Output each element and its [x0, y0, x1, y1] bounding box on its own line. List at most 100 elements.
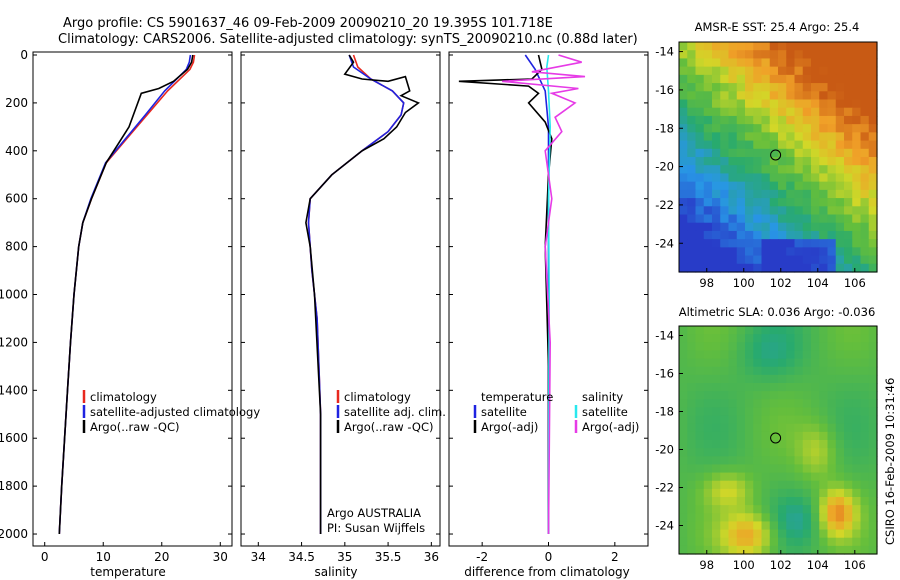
sst_map-cell — [868, 58, 878, 68]
sla_map-cell — [860, 488, 870, 498]
sst_map-cell — [835, 247, 845, 257]
sla_map-cell — [827, 399, 837, 409]
sst_map-cell — [868, 214, 878, 224]
sst_map-cell — [778, 83, 787, 92]
sst_map-cell — [827, 50, 837, 60]
sst_map-cell — [695, 148, 705, 158]
sst_map-cell — [844, 214, 853, 224]
sst_map-cell — [679, 255, 688, 265]
sst_map-cell — [736, 230, 746, 240]
sla_map-cell — [753, 497, 763, 506]
sst_map-cell — [852, 222, 862, 232]
sla_map-cell — [687, 497, 697, 506]
sla_map-cell — [736, 545, 746, 555]
sla_map-cell — [819, 440, 829, 449]
sla_map-cell — [753, 464, 763, 474]
sst_map-cell — [695, 255, 705, 265]
sla_map-cell — [778, 488, 787, 498]
sla_map-cell — [761, 366, 771, 376]
sla_map-cell — [819, 521, 829, 531]
sla_map-cell — [786, 464, 796, 474]
sst_map-cell — [827, 173, 837, 183]
sla_map-cell — [811, 334, 820, 343]
sst_map-cell — [811, 247, 820, 257]
sst_map-cell — [728, 214, 738, 224]
legend-title-salinity: salinity — [582, 390, 623, 404]
sst_map-cell — [769, 50, 779, 60]
sst_map-cell — [811, 91, 820, 101]
sst_map-cell — [736, 58, 746, 68]
sla_map-cell — [852, 448, 862, 457]
sla_map-cell — [745, 391, 754, 400]
sst_map-cell — [868, 189, 878, 199]
sla_map-cell — [712, 350, 721, 360]
sla_map-cell — [703, 326, 713, 335]
sst_map-cell — [860, 115, 870, 125]
sst_map-xtick-label: 98 — [699, 276, 714, 290]
sst_map-cell — [860, 66, 870, 76]
sst_map-cell — [687, 206, 697, 216]
sst_map-cell — [712, 74, 721, 84]
sst_map-cell — [679, 107, 688, 117]
sst_map-cell — [835, 42, 845, 51]
sla_map-cell — [852, 366, 862, 376]
sst_map-cell — [819, 198, 829, 207]
sla-x-ticks: 98 100 102 104 106 — [699, 550, 866, 572]
sla_map-cell — [761, 423, 771, 433]
sst_map-cell — [753, 230, 763, 240]
sla_map-cell — [728, 545, 738, 555]
sla_map-cell — [728, 472, 738, 482]
sla_map-cell — [728, 537, 738, 547]
sla_map-cell — [802, 431, 812, 441]
sst_map-cell — [811, 230, 820, 240]
sst_map-cell — [736, 239, 746, 248]
sla_map-cell — [827, 537, 837, 547]
sla_map-cell — [736, 391, 746, 400]
sst_map-cell — [811, 206, 820, 216]
legend-label-climatology: climatology — [344, 390, 411, 404]
sst_map-cell — [761, 165, 771, 175]
sst_map-ytick-label: -24 — [655, 236, 674, 250]
sst_map-cell — [695, 165, 705, 175]
sst_map-cell — [794, 132, 804, 142]
sst_map-cell — [679, 50, 688, 60]
sla_map-cell — [819, 326, 829, 335]
sla_map-cell — [745, 423, 754, 433]
sla_map-cell — [712, 326, 721, 335]
sst_map-cell — [736, 181, 746, 191]
sla_map-cell — [695, 326, 705, 335]
sla_map-cell — [736, 326, 746, 335]
sst_map-cell — [868, 181, 878, 191]
sla_map-cell — [835, 497, 845, 506]
sla_map-cell — [736, 513, 746, 523]
sst_map-cell — [811, 83, 820, 92]
sla_map-cell — [844, 342, 853, 352]
sst_map-cell — [720, 165, 730, 175]
sla_map-cell — [687, 423, 697, 433]
sst_map-cell — [679, 247, 688, 257]
sst_map-cell — [720, 181, 730, 191]
sla_map-cell — [794, 399, 804, 409]
sst_map-cell — [827, 74, 837, 84]
sst_map-cell — [695, 66, 705, 76]
sla_map-cell — [811, 415, 820, 425]
sla_map-cell — [687, 505, 697, 514]
sst_map-cell — [827, 198, 837, 207]
sla_map-cell — [868, 374, 878, 384]
sla_map-cell — [745, 326, 754, 335]
sst_map-cell — [703, 107, 713, 117]
sla_map-cell — [769, 423, 779, 433]
sst_map-cell — [728, 91, 738, 101]
sst_map-cell — [687, 148, 697, 158]
sst_map-cell — [687, 99, 697, 109]
sst_map-cell — [852, 247, 862, 257]
sla_map-cell — [852, 521, 862, 531]
salinity-series — [305, 54, 421, 534]
sla_map-cell — [703, 497, 713, 506]
sla_map-cell — [811, 505, 820, 514]
sst_map-cell — [703, 247, 713, 257]
sla_map-cell — [761, 334, 771, 343]
sla_map-cell — [769, 521, 779, 531]
sst_map-cell — [745, 222, 754, 232]
sst_map-cell — [753, 206, 763, 216]
